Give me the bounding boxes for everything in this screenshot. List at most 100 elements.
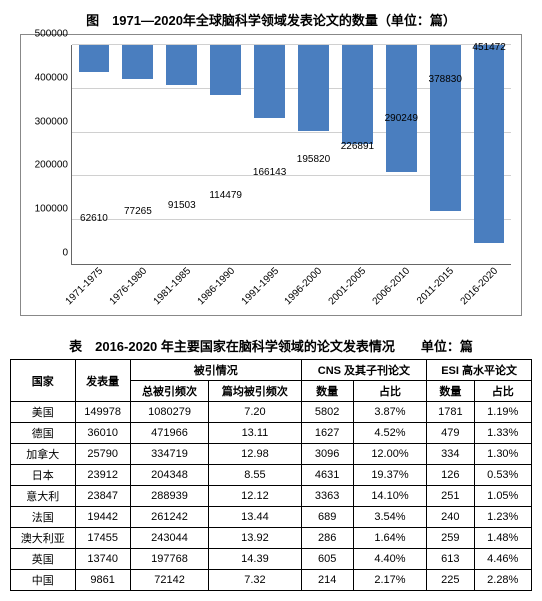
bar	[474, 45, 505, 243]
table-title: 表 2016-2020 年主要国家在脑科学领域的论文发表情况 单位：篇	[10, 336, 532, 355]
x-tick: 1981-1985	[151, 266, 193, 308]
table-row: 加拿大2579033471912.98309612.00%3341.30%	[11, 444, 532, 465]
table-cell: 美国	[11, 402, 76, 423]
bar-value-label: 91503	[168, 200, 196, 211]
x-tick: 1976-1980	[107, 266, 149, 308]
table-cell: 1.23%	[474, 507, 532, 528]
col-esi-n: 数量	[427, 381, 474, 402]
table-cell: 意大利	[11, 486, 76, 507]
table-cell: 1627	[301, 423, 353, 444]
table-row: 澳大利亚1745524304413.922861.64%2591.48%	[11, 528, 532, 549]
bar-value-label: 290249	[385, 113, 418, 124]
table-cell: 288939	[130, 486, 208, 507]
table-cell: 12.12	[209, 486, 301, 507]
table-cell: 1.64%	[353, 528, 426, 549]
table-row: 美国14997810802797.2058023.87%17811.19%	[11, 402, 532, 423]
x-tick: 2006-2010	[371, 266, 413, 308]
table-cell: 4.40%	[353, 549, 426, 570]
table-cell: 13.11	[209, 423, 301, 444]
data-table: 国家 发表量 被引情况 CNS 及其子刊论文 ESI 高水平论文 总被引频次 篇…	[10, 359, 532, 591]
table-cell: 13.92	[209, 528, 301, 549]
table-cell: 259	[427, 528, 474, 549]
x-tick: 2011-2015	[415, 266, 456, 307]
table-cell: 14.39	[209, 549, 301, 570]
table-cell: 中国	[11, 570, 76, 591]
table-cell: 19.37%	[353, 465, 426, 486]
table-cell: 澳大利亚	[11, 528, 76, 549]
bar	[254, 45, 285, 118]
table-cell: 加拿大	[11, 444, 76, 465]
col-esi-p: 占比	[474, 381, 532, 402]
table-cell: 334	[427, 444, 474, 465]
y-tick: 400000	[35, 72, 68, 83]
table-cell: 1080279	[130, 402, 208, 423]
table-row: 意大利2384728893912.12336314.10%2511.05%	[11, 486, 532, 507]
table-cell: 1.30%	[474, 444, 532, 465]
chart-title: 图 1971—2020年全球脑科学领域发表论文的数量（单位：篇）	[10, 10, 532, 29]
table-cell: 613	[427, 549, 474, 570]
bar	[430, 45, 461, 211]
y-tick: 500000	[35, 29, 68, 40]
col-cns-p: 占比	[353, 381, 426, 402]
bar	[342, 45, 373, 144]
col-pub: 发表量	[75, 360, 130, 402]
bar-value-label: 195820	[297, 154, 330, 165]
x-tick: 1996-2000	[283, 266, 325, 308]
table-cell: 0.53%	[474, 465, 532, 486]
table-cell: 1.19%	[474, 402, 532, 423]
table-cell: 7.32	[209, 570, 301, 591]
table-cell: 英国	[11, 549, 76, 570]
table-cell: 德国	[11, 423, 76, 444]
table-cell: 9861	[75, 570, 130, 591]
table-cell: 3.54%	[353, 507, 426, 528]
table-cell: 19442	[75, 507, 130, 528]
table-cell: 204348	[130, 465, 208, 486]
table-cell: 1.48%	[474, 528, 532, 549]
table-cell: 7.20	[209, 402, 301, 423]
x-tick: 2001-2005	[327, 266, 369, 308]
table-cell: 605	[301, 549, 353, 570]
table-cell: 3363	[301, 486, 353, 507]
table-cell: 689	[301, 507, 353, 528]
y-tick: 200000	[35, 160, 68, 171]
table-cell: 1.33%	[474, 423, 532, 444]
x-tick: 1986-1990	[195, 266, 237, 308]
col-cns-n: 数量	[301, 381, 353, 402]
x-tick: 1971-1975	[64, 266, 106, 308]
table-cell: 243044	[130, 528, 208, 549]
table-row: 日本239122043488.55463119.37%1260.53%	[11, 465, 532, 486]
table-cell: 12.98	[209, 444, 301, 465]
table-cell: 23912	[75, 465, 130, 486]
table-cell: 36010	[75, 423, 130, 444]
bar	[210, 45, 241, 95]
table-cell: 法国	[11, 507, 76, 528]
bar	[298, 45, 329, 131]
table-cell: 4.46%	[474, 549, 532, 570]
bar	[79, 45, 110, 72]
table-cell: 13.44	[209, 507, 301, 528]
bar-value-label: 451472	[472, 42, 505, 53]
y-tick: 0	[62, 248, 68, 259]
bar-value-label: 166143	[253, 167, 286, 178]
table-cell: 214	[301, 570, 353, 591]
table-cell: 286	[301, 528, 353, 549]
table-cell: 225	[427, 570, 474, 591]
table-cell: 197768	[130, 549, 208, 570]
bar-chart: 0100000200000300000400000500000626101971…	[20, 34, 522, 316]
table-cell: 17455	[75, 528, 130, 549]
table-cell: 13740	[75, 549, 130, 570]
table-row: 德国3601047196613.1116274.52%4791.33%	[11, 423, 532, 444]
table-cell: 126	[427, 465, 474, 486]
bar	[386, 45, 417, 172]
table-cell: 240	[427, 507, 474, 528]
table-cell: 72142	[130, 570, 208, 591]
table-cell: 1781	[427, 402, 474, 423]
x-tick: 1991-1995	[239, 266, 281, 308]
bar-value-label: 114479	[209, 190, 242, 201]
table-cell: 23847	[75, 486, 130, 507]
col-cite-total: 总被引频次	[130, 381, 208, 402]
table-cell: 251	[427, 486, 474, 507]
table-cell: 5802	[301, 402, 353, 423]
table-cell: 3.87%	[353, 402, 426, 423]
table-row: 中国9861721427.322142.17%2252.28%	[11, 570, 532, 591]
